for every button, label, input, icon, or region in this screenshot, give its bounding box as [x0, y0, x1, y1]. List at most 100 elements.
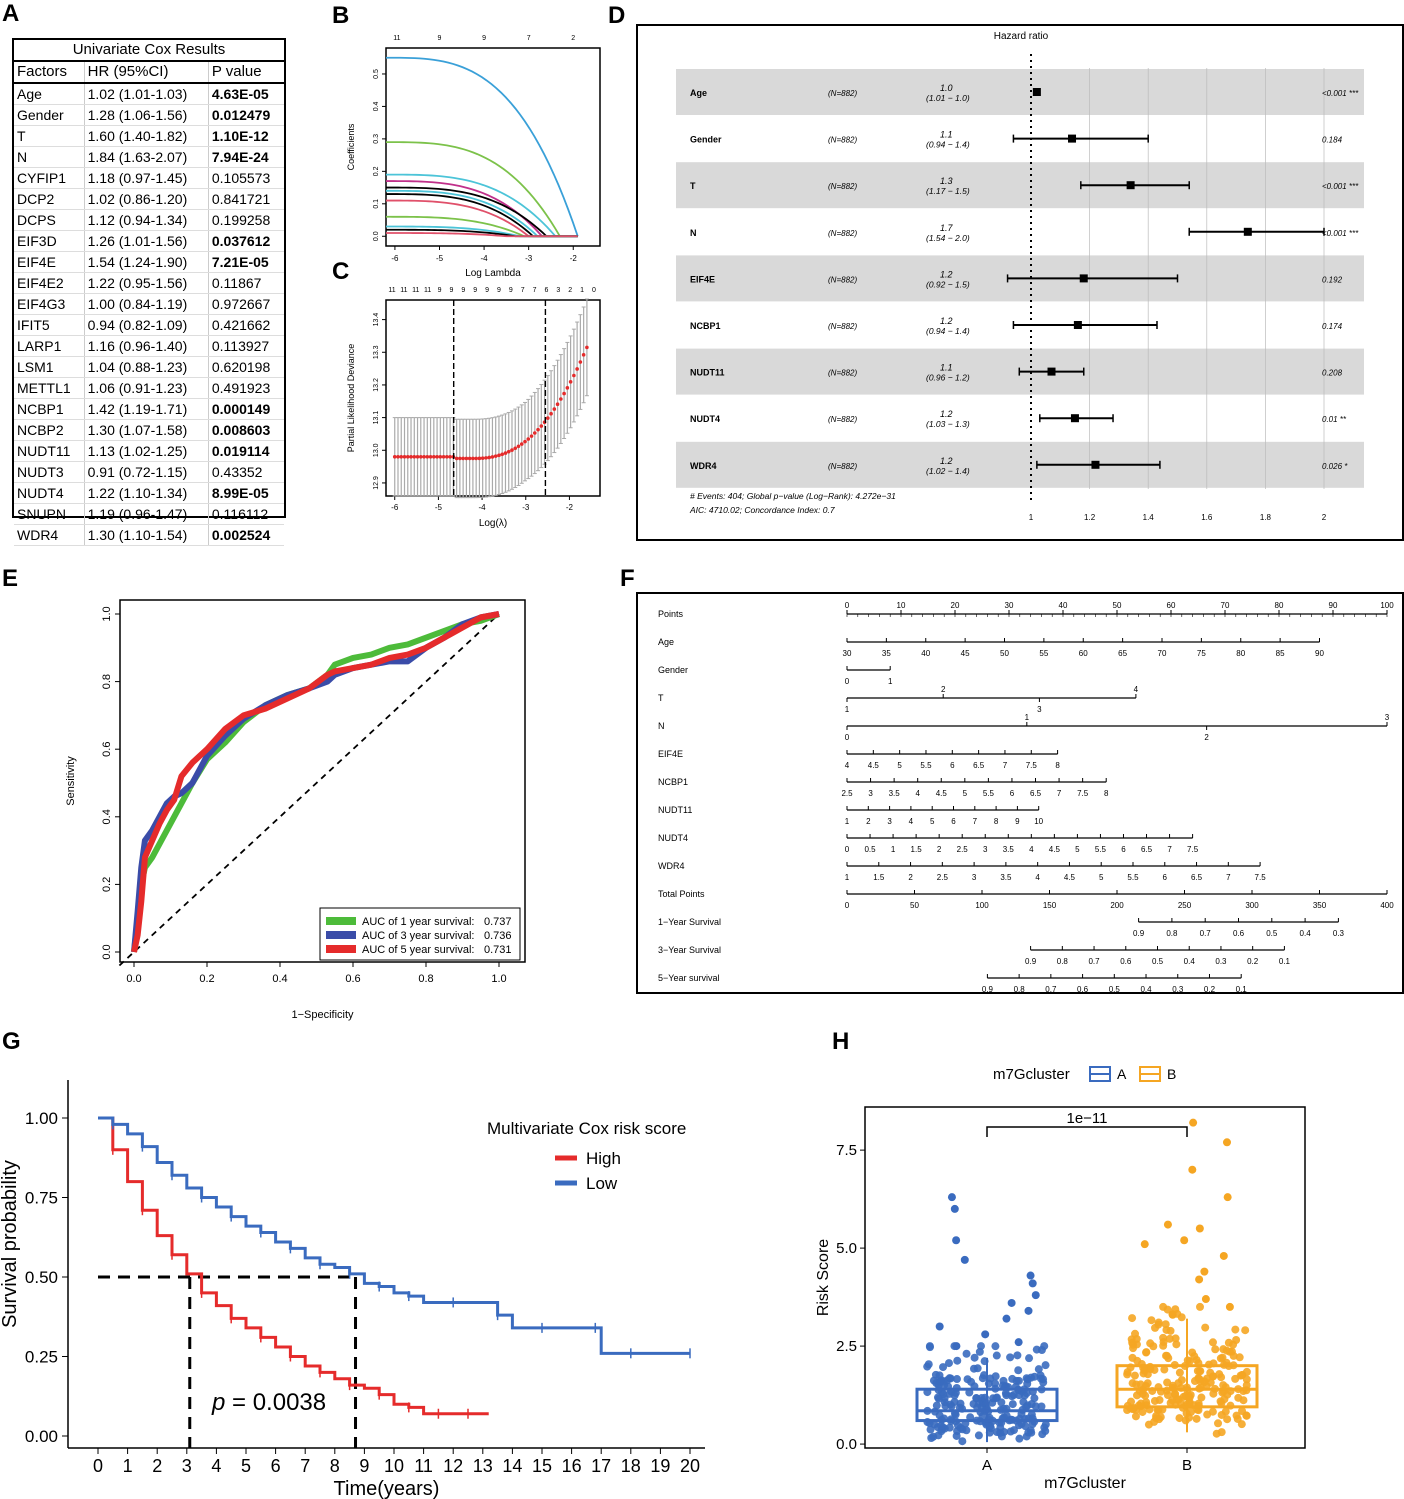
hr-point: [1047, 367, 1056, 376]
outlier-point: [1222, 1138, 1231, 1147]
table-row: NCBP2 1.30 (1.07-1.58) 0.008603: [14, 419, 284, 441]
nomogram-tick-label: 0.4: [1184, 957, 1196, 966]
nomogram-tick-label: 2.5: [937, 873, 949, 882]
deviance-point: [396, 455, 400, 459]
x-tick-label: 12: [443, 1456, 463, 1476]
nomogram-tick-label: 40: [1059, 601, 1068, 610]
top-tick-label: 7: [533, 287, 537, 294]
forest-variable: Age: [690, 88, 707, 98]
nomogram-tick-label: 7: [1057, 789, 1062, 798]
nomogram-label: 5−Year survival: [658, 973, 719, 983]
table-header: P value: [207, 61, 284, 84]
x-tick-label: -6: [391, 503, 399, 512]
nomogram-tick-label: 6.5: [1141, 845, 1153, 854]
outlier-point: [1225, 1302, 1234, 1311]
deviance-point: [493, 454, 498, 458]
lasso-coefficient-plot: -6 -5 -4 -3 -2 0.0 0.1 0.2 0.3 0.4 0.5 11 9 9 7 2 Log La…: [346, 35, 601, 278]
hr-cell: 1.02 (0.86-1.20): [83, 188, 209, 210]
jitter-point: [1212, 1429, 1221, 1438]
jitter-point: [1175, 1368, 1184, 1377]
nomogram-tick-label: 1: [845, 705, 850, 714]
outlier-point: [952, 1236, 961, 1245]
pvalue-cell: 0.620198: [207, 356, 284, 378]
jitter-point: [1171, 1334, 1180, 1343]
forest-pvalue: 0.026 *: [1322, 462, 1348, 471]
forest-pvalue: 0.208: [1322, 369, 1343, 378]
jitter-point: [1162, 1351, 1171, 1360]
panel-frame: [636, 592, 1404, 994]
nomogram-tick-label: 3.5: [1000, 873, 1012, 882]
y-tick-label: 0.2: [101, 877, 113, 892]
outlier-point: [1026, 1271, 1035, 1280]
nomogram-tick-label: 3: [972, 873, 977, 882]
nomogram-tick-label: 4: [909, 817, 914, 826]
nomogram-tick-label: 1.5: [873, 873, 885, 882]
jitter-point: [970, 1353, 979, 1362]
nomogram-tick-label: 30: [843, 649, 852, 658]
pvalue-cell: 0.199258: [207, 209, 284, 231]
nomogram-tick-label: 30: [1005, 601, 1014, 610]
top-tick-label: 11: [424, 287, 431, 294]
forest-pvalue: <0.001 ***: [1322, 229, 1359, 238]
plot-frame: [385, 47, 601, 247]
nomogram-label: Total Points: [658, 889, 705, 899]
coefficient-path: [385, 173, 578, 238]
nomogram-tick-label: 6.5: [1191, 873, 1203, 882]
top-tick-label: 9: [509, 287, 513, 294]
top-tick-label: 3: [556, 287, 560, 294]
hr-cell: 1.60 (1.40-1.82): [83, 125, 209, 147]
x-axis-label: m7Gcluster: [1044, 1475, 1126, 1492]
x-tick-label: 0.2: [199, 973, 214, 985]
nomogram-tick-label: 0.4: [1140, 985, 1152, 994]
forest-plot: Hazard ratio Age (N=882) 1.0(1.01 − 1.0) <0.…: [636, 24, 1404, 541]
forest-hr: 1.0: [940, 83, 953, 93]
y-tick-label: 13.3: [373, 345, 380, 359]
y-axis-label: Survival probability: [0, 1160, 21, 1328]
top-tick-label: 11: [412, 287, 419, 294]
diagonal-reference: [118, 613, 500, 967]
axis-tick-label: 2: [1322, 513, 1327, 522]
forest-hr: 1.2: [940, 456, 953, 466]
jitter-point: [1037, 1402, 1046, 1411]
nomogram-tick-label: 0.7: [1045, 985, 1057, 994]
outlier-point: [947, 1193, 956, 1202]
deviance-point: [513, 446, 518, 451]
nomogram-tick-label: 3.5: [1003, 845, 1015, 854]
hr-cell: 1.12 (0.94-1.34): [83, 209, 209, 231]
nomogram-tick-label: 6: [951, 817, 956, 826]
deviance-point: [510, 448, 514, 452]
top-tick-label: 0: [592, 287, 596, 294]
forest-ci: (0.94 − 1.4): [926, 140, 970, 150]
top-tick-label: 11: [400, 287, 407, 294]
nomogram-tick-label: 1.5: [911, 845, 923, 854]
x-tick-label: -4: [481, 254, 489, 263]
jitter-point: [1128, 1314, 1137, 1323]
pvalue-cell: 1.10E-12: [207, 125, 284, 147]
jitter-point: [1006, 1353, 1015, 1362]
deviance-point: [409, 455, 413, 459]
top-tick-label: 11: [393, 35, 400, 42]
table-row: WDR4 1.30 (1.10-1.54) 0.002524: [14, 524, 284, 546]
jitter-point: [992, 1394, 1001, 1403]
deviance-point: [578, 360, 583, 364]
factor-cell: METTL1: [14, 377, 85, 399]
nomogram-tick-label: 90: [1315, 649, 1324, 658]
nomogram-tick-label: 1: [845, 817, 850, 826]
hr-point: [1070, 414, 1079, 423]
jitter-point: [1238, 1407, 1247, 1416]
factor-cell: EIF3D: [14, 230, 85, 252]
nomogram-tick-label: 0.2: [1204, 985, 1216, 994]
x-tick-label: 20: [680, 1456, 700, 1476]
nomogram-label: Age: [658, 637, 674, 647]
nomogram-tick-label: 4.5: [1064, 873, 1076, 882]
outlier-point: [1200, 1267, 1209, 1276]
jitter-point: [1159, 1341, 1168, 1350]
hr-cell: 1.06 (0.91-1.23): [83, 377, 209, 399]
deviance-point: [575, 367, 579, 371]
top-tick-label: 11: [388, 287, 395, 294]
x-tick-label: -4: [479, 503, 487, 512]
jitter-point: [1188, 1348, 1197, 1357]
outlier-point: [1007, 1298, 1016, 1307]
jitter-point: [979, 1371, 988, 1380]
x-tick-label: -5: [435, 503, 443, 512]
